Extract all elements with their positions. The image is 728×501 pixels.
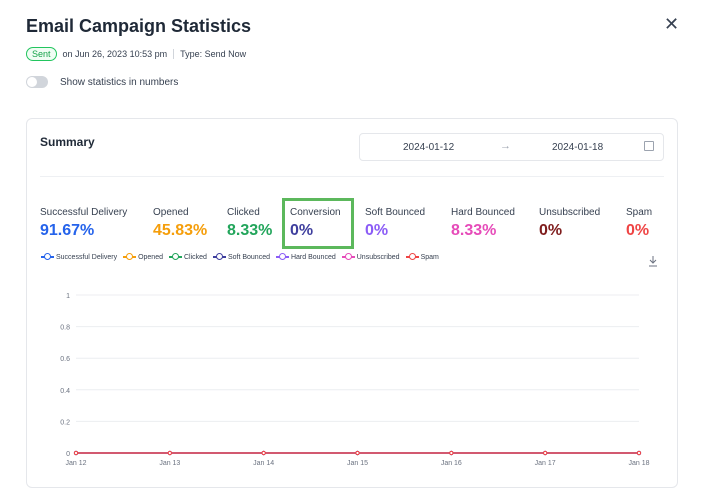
stat-label: Clicked: [227, 207, 260, 218]
y-tick-label: 0.2: [60, 419, 70, 426]
stat-unsubscribed: Unsubscribed 0%: [539, 207, 600, 240]
y-tick-label: 1: [66, 293, 70, 300]
legend-item[interactable]: Soft Bounced: [212, 253, 270, 261]
x-tick-label: Jan 16: [441, 460, 462, 467]
send-type: Type: Send Now: [180, 49, 247, 59]
y-tick-label: 0: [66, 451, 70, 458]
summary-title: Summary: [40, 135, 95, 149]
legend-marker-icon: [41, 253, 54, 261]
sent-date: on Jun 26, 2023 10:53 pm: [62, 49, 168, 59]
stat-clicked: Clicked 8.33%: [227, 207, 272, 240]
stat-hard-bounced: Hard Bounced 8.33%: [451, 207, 515, 240]
data-point: [543, 450, 548, 456]
legend-marker-icon: [123, 253, 137, 261]
divider: [40, 176, 664, 177]
legend-label: Unsubscribed: [356, 253, 400, 261]
status-badge: Sent: [26, 47, 57, 61]
conversion-highlight: [282, 198, 354, 249]
data-point: [355, 450, 360, 456]
data-point: [261, 450, 266, 456]
stat-label: Opened: [153, 207, 189, 218]
legend-marker-icon: [405, 253, 419, 261]
legend-label: Hard Bounced: [290, 253, 336, 261]
date-to[interactable]: 2024-01-18: [552, 142, 604, 153]
stat-value: 0%: [365, 222, 389, 239]
y-tick-label: 0.6: [60, 356, 70, 363]
legend-label: Soft Bounced: [227, 253, 270, 261]
stat-value: 91.67%: [40, 222, 95, 239]
stat-spam: Spam 0%: [626, 207, 652, 240]
legend-item[interactable]: Spam: [405, 253, 439, 261]
line-chart: 0 0.2 0.4 0.6 0.8 1 Jan 12 Jan 13 Jan 14 Jan 15 Ja…: [60, 293, 649, 467]
legend-marker-icon: [169, 253, 182, 261]
data-point: [73, 450, 79, 456]
legend-label: Opened: [138, 253, 163, 261]
chart-legend: Successful Delivery Opened Clicked Soft Bou…: [41, 253, 445, 261]
stat-value: 8.33%: [451, 222, 497, 239]
calendar-icon[interactable]: [644, 141, 654, 151]
stat-value: 0%: [626, 222, 650, 239]
stat-value: 45.83%: [153, 222, 208, 239]
x-tick-label: Jan 14: [253, 460, 274, 467]
stat-label: Conversion: [290, 207, 341, 218]
x-tick-label: Jan 12: [65, 460, 86, 467]
data-point: [167, 450, 172, 456]
stat-conversion: Conversion 0%: [290, 207, 341, 240]
legend-marker-icon: [275, 253, 289, 261]
x-tick-label: Jan 15: [347, 460, 368, 467]
summary-card: Summary 2024-01-12 → 2024-01-18 Successf…: [26, 118, 678, 488]
numbers-toggle-row: Show statistics in numbers: [26, 76, 178, 88]
stat-opened: Opened 45.83%: [153, 207, 207, 240]
data-point: [636, 450, 642, 456]
divider: [173, 49, 175, 59]
stat-label: Unsubscribed: [539, 207, 601, 218]
modal-title: Email Campaign Statistics: [26, 16, 252, 36]
stat-value: 0%: [290, 222, 314, 239]
stat-label: Spam: [626, 207, 653, 218]
stat-successful-delivery: Successful Delivery 91.67%: [40, 207, 127, 240]
stat-label: Successful Delivery: [40, 207, 128, 218]
legend-label: Spam: [420, 253, 439, 261]
legend-item[interactable]: Unsubscribed: [341, 253, 400, 261]
x-tick-label: Jan 18: [628, 460, 649, 467]
date-from[interactable]: 2024-01-12: [403, 142, 455, 153]
legend-label: Successful Delivery: [56, 253, 118, 261]
x-tick-label: Jan 17: [535, 460, 556, 467]
legend-item[interactable]: Opened: [123, 253, 163, 261]
campaign-meta: Sent on Jun 26, 2023 10:53 pm Type: Send…: [26, 47, 246, 61]
y-tick-label: 0.4: [60, 388, 70, 395]
y-tick-label: 0.8: [60, 325, 70, 332]
stat-soft-bounced: Soft Bounced 0%: [365, 207, 425, 240]
legend-item[interactable]: Hard Bounced: [275, 253, 336, 261]
legend-item[interactable]: Successful Delivery: [41, 253, 117, 261]
stat-value: 0%: [539, 222, 563, 239]
close-icon[interactable]: ✕: [664, 14, 680, 34]
stat-label: Hard Bounced: [451, 207, 515, 218]
download-icon[interactable]: [648, 255, 658, 267]
date-range-picker[interactable]: 2024-01-12 → 2024-01-18: [359, 133, 664, 161]
data-point: [449, 450, 454, 456]
legend-marker-icon: [341, 253, 355, 261]
numbers-toggle-label: Show statistics in numbers: [60, 76, 179, 88]
numbers-toggle[interactable]: [26, 76, 48, 88]
legend-item[interactable]: Clicked: [169, 253, 207, 261]
arrow-right-icon: →: [500, 140, 511, 152]
toggle-knob: [27, 77, 37, 87]
legend-marker-icon: [212, 253, 226, 261]
x-tick-label: Jan 13: [159, 460, 180, 467]
stat-value: 8.33%: [227, 222, 273, 239]
stat-label: Soft Bounced: [365, 207, 426, 218]
legend-label: Clicked: [184, 253, 207, 261]
